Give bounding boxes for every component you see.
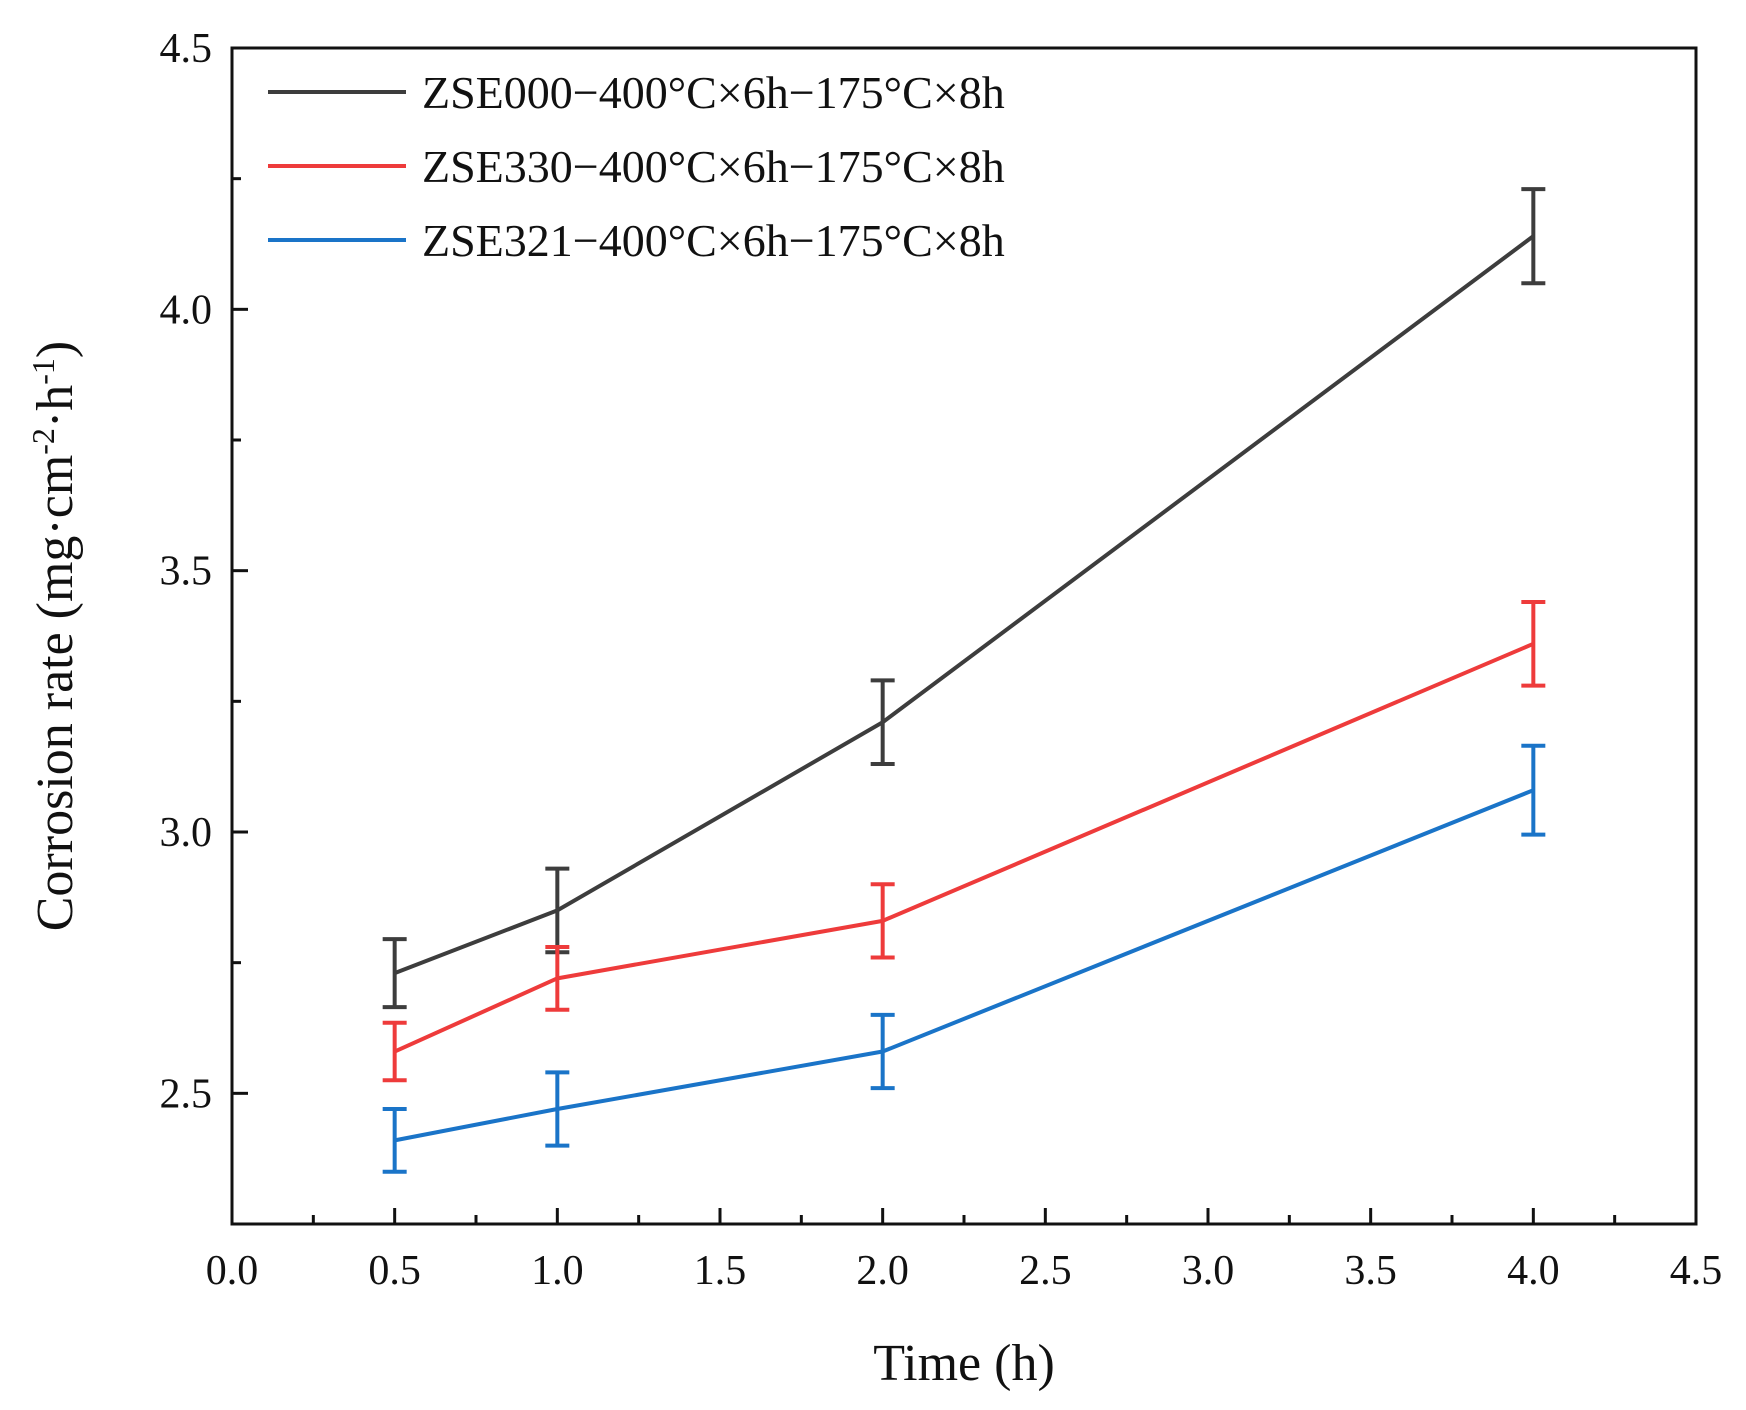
error-bar bbox=[382, 1107, 407, 1174]
y-axis-label-exponent-2: -1 bbox=[25, 358, 61, 385]
error-bar bbox=[870, 1012, 895, 1091]
y-axis-label-close: ) bbox=[27, 341, 84, 358]
y-axis-label-exponent-1: -2 bbox=[25, 428, 61, 455]
x-axis-label: Time (h) bbox=[873, 1335, 1055, 1392]
y-tick-label: 4.5 bbox=[160, 26, 213, 72]
error-bar bbox=[870, 678, 895, 767]
y-axis-label: Corrosion rate (mg·cm-2·h-1) bbox=[25, 341, 84, 932]
series-1 bbox=[382, 600, 1546, 1083]
error-bar bbox=[1521, 743, 1546, 837]
y-tick-label: 3.5 bbox=[160, 549, 213, 595]
error-bar bbox=[382, 1020, 407, 1083]
series-2 bbox=[382, 743, 1546, 1174]
x-tick-label: 2.5 bbox=[1019, 1248, 1072, 1294]
error-bar bbox=[382, 937, 407, 1010]
legend-label-zse330: ZSE330−400°C×6h−175°C×8h bbox=[422, 141, 1005, 192]
y-tick-label: 3.0 bbox=[160, 810, 213, 856]
legend-label-zse321: ZSE321−400°C×6h−175°C×8h bbox=[422, 215, 1005, 266]
error-bar bbox=[545, 944, 570, 1012]
series-line bbox=[394, 788, 1535, 1143]
error-bar bbox=[545, 1070, 570, 1148]
y-tick-label: 4.0 bbox=[160, 287, 213, 333]
error-bar bbox=[1521, 600, 1546, 688]
x-tick-label: 1.0 bbox=[531, 1248, 584, 1294]
error-bar bbox=[1521, 187, 1546, 286]
x-axis-ticks: 0.0 0.5 1.0 1.5 2.0 2.5 3.0 3.5 4.0 4.5 bbox=[206, 1208, 1723, 1294]
x-tick-label: 4.5 bbox=[1670, 1248, 1723, 1294]
x-tick-label: 3.5 bbox=[1344, 1248, 1397, 1294]
legend: ZSE000−400°C×6h−175°C×8h ZSE330−400°C×6h… bbox=[268, 67, 1005, 266]
error-bar bbox=[870, 882, 895, 960]
series-layer bbox=[382, 187, 1546, 1174]
y-axis-label-main: Corrosion rate (mg·cm bbox=[27, 455, 84, 932]
x-tick-label: 0.5 bbox=[368, 1248, 421, 1294]
x-tick-label: 0.0 bbox=[206, 1248, 259, 1294]
legend-label-zse000: ZSE000−400°C×6h−175°C×8h bbox=[422, 67, 1005, 118]
x-tick-label: 4.0 bbox=[1507, 1248, 1560, 1294]
series-0 bbox=[382, 187, 1546, 1010]
x-tick-label: 3.0 bbox=[1182, 1248, 1235, 1294]
y-axis-ticks: 2.5 3.0 3.5 4.0 4.5 bbox=[160, 26, 248, 1117]
x-tick-label: 2.0 bbox=[856, 1248, 909, 1294]
series-line bbox=[393, 234, 1535, 975]
series-line bbox=[393, 641, 1535, 1054]
y-axis-label-unit-h: ·h bbox=[27, 385, 84, 428]
x-tick-label: 1.5 bbox=[694, 1248, 747, 1294]
y-tick-label: 2.5 bbox=[160, 1071, 213, 1117]
